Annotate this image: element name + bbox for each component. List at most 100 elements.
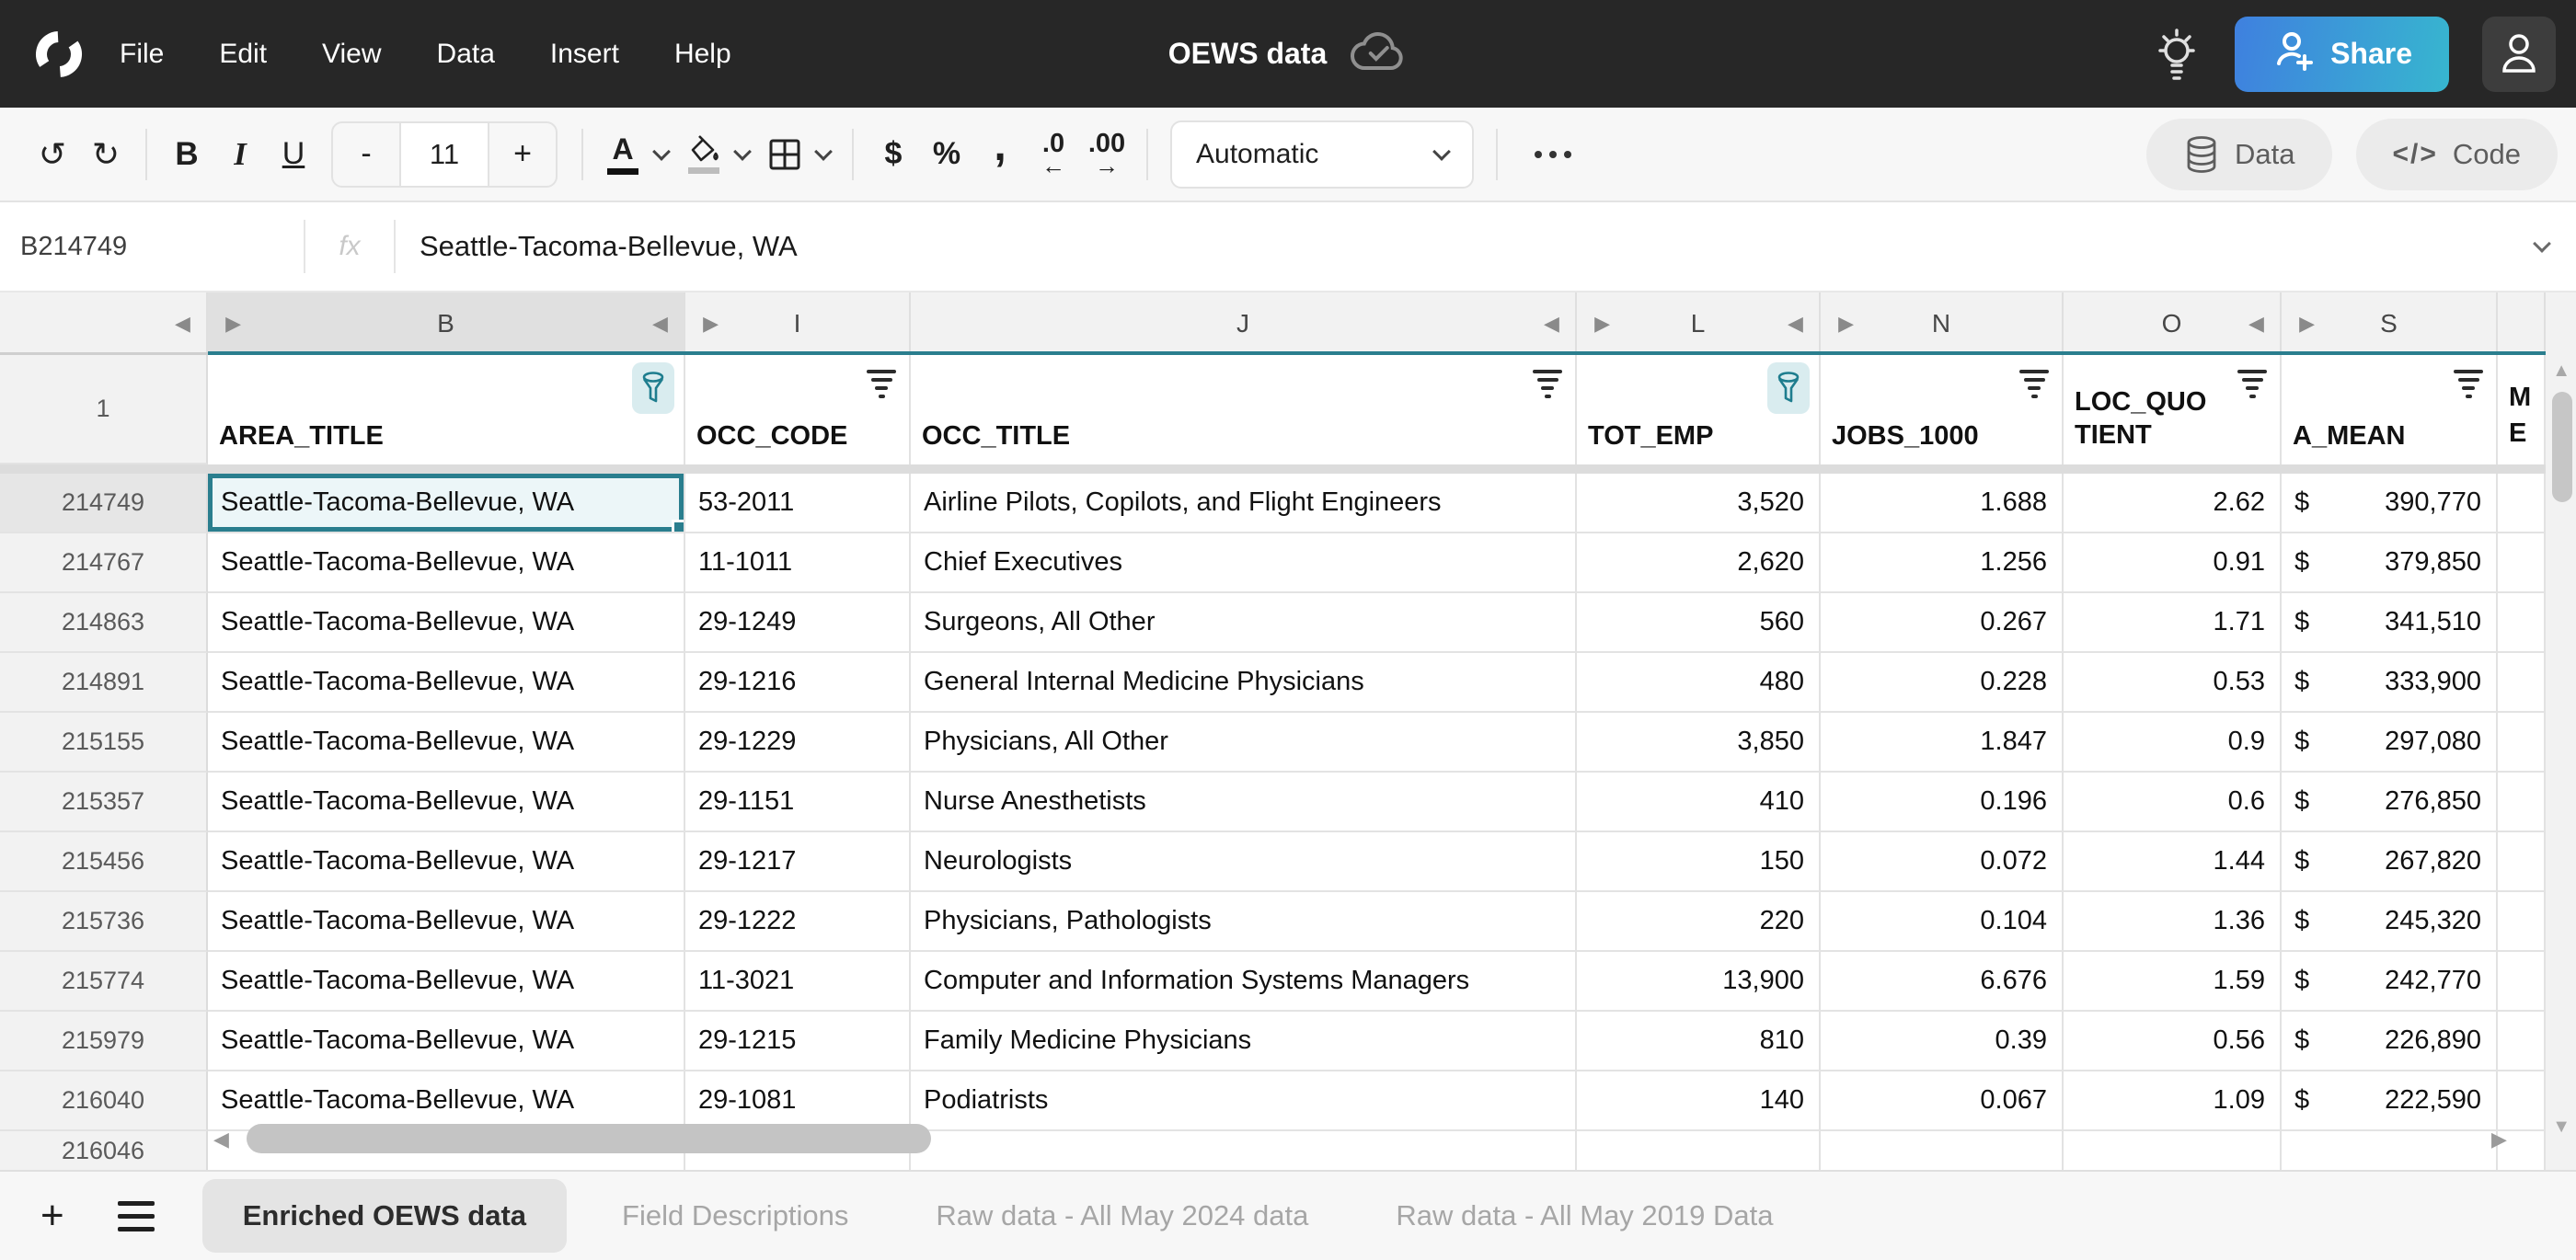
cell-loc-quotient[interactable]: 1.71 <box>2064 593 2282 653</box>
text-color-chevron-icon[interactable] <box>652 142 671 161</box>
cell-occ-title[interactable]: Computer and Information Systems Manager… <box>911 952 1577 1012</box>
horizontal-scroll-right-icon[interactable]: ▶ <box>2491 1128 2507 1151</box>
avatar-button[interactable] <box>2482 16 2556 92</box>
column-header-S[interactable]: S <box>2282 292 2498 355</box>
cell-empty[interactable] <box>2498 1131 2546 1170</box>
cell-partial-column[interactable] <box>2498 1071 2546 1131</box>
cell-tot-emp[interactable]: 140 <box>1577 1071 1821 1131</box>
hidden-columns-marker[interactable]: ◀ ▶ <box>652 292 719 355</box>
cell-empty[interactable] <box>2064 1131 2282 1170</box>
header-cell-N[interactable]: JOBS_1000 <box>1821 355 2064 464</box>
filter-menu-icon[interactable] <box>2452 370 2485 398</box>
cell-area-title[interactable]: Seattle-Tacoma-Bellevue, WA <box>208 474 685 533</box>
cell-partial-column[interactable] <box>2498 713 2546 773</box>
unhide-left-icon[interactable]: ◀ <box>2248 312 2264 335</box>
cell-a-mean[interactable]: $267,820 <box>2282 832 2498 892</box>
cell-area-title[interactable]: Seattle-Tacoma-Bellevue, WA <box>208 713 685 773</box>
cell-partial-column[interactable] <box>2498 533 2546 593</box>
cell-loc-quotient[interactable]: 1.36 <box>2064 892 2282 952</box>
unhide-left-icon[interactable]: ◀ <box>652 312 668 335</box>
cell-partial-column[interactable] <box>2498 653 2546 713</box>
increase-decimals-button[interactable]: .00 → <box>1087 128 1126 179</box>
cell-occ-title[interactable]: Airline Pilots, Copilots, and Flight Eng… <box>911 474 1577 533</box>
vertical-scroll-up-icon[interactable]: ▲ <box>2552 361 2570 381</box>
redo-icon[interactable]: ↻ <box>91 134 121 173</box>
cell-tot-emp[interactable]: 480 <box>1577 653 1821 713</box>
header-cell-partial[interactable]: ME E <box>2498 355 2546 464</box>
cell-jobs-1000[interactable]: 0.39 <box>1821 1012 2064 1071</box>
active-filter-funnel-icon[interactable] <box>1767 362 1810 414</box>
cell-a-mean[interactable]: $245,320 <box>2282 892 2498 952</box>
cell-tot-emp[interactable]: 3,850 <box>1577 713 1821 773</box>
filter-menu-icon[interactable] <box>2236 370 2269 398</box>
bold-button[interactable]: B <box>175 135 199 172</box>
cell-tot-emp[interactable]: 2,620 <box>1577 533 1821 593</box>
cell-a-mean[interactable]: $242,770 <box>2282 952 2498 1012</box>
cell-loc-quotient[interactable]: 0.6 <box>2064 773 2282 832</box>
cell-empty[interactable] <box>2282 1131 2498 1170</box>
cell-tot-emp[interactable]: 810 <box>1577 1012 1821 1071</box>
formula-bar-expand-chevron-icon[interactable] <box>2533 235 2551 253</box>
cell-partial-column[interactable] <box>2498 832 2546 892</box>
cell-area-title[interactable]: Seattle-Tacoma-Bellevue, WA <box>208 1071 685 1131</box>
horizontal-scroll-left-icon[interactable]: ◀ <box>213 1128 229 1151</box>
hidden-columns-marker[interactable]: ◀ ▶ <box>1544 292 1610 355</box>
cell-loc-quotient[interactable]: 2.62 <box>2064 474 2282 533</box>
cell-area-title[interactable]: Seattle-Tacoma-Bellevue, WA <box>208 952 685 1012</box>
cell-loc-quotient[interactable]: 0.91 <box>2064 533 2282 593</box>
cell-occ-title[interactable]: Physicians, All Other <box>911 713 1577 773</box>
menu-item-view[interactable]: View <box>322 38 382 69</box>
cell-occ-title[interactable]: Podiatrists <box>911 1071 1577 1131</box>
header-cell-S[interactable]: A_MEAN <box>2282 355 2498 464</box>
menu-item-data[interactable]: Data <box>436 38 495 69</box>
cell-area-title[interactable]: Seattle-Tacoma-Bellevue, WA <box>208 832 685 892</box>
cell-a-mean[interactable]: $222,590 <box>2282 1071 2498 1131</box>
header-cell-B[interactable]: AREA_TITLE <box>208 355 685 464</box>
filter-menu-icon[interactable] <box>865 370 898 398</box>
cell-jobs-1000[interactable]: 0.228 <box>1821 653 2064 713</box>
cell-tot-emp[interactable]: 220 <box>1577 892 1821 952</box>
active-filter-funnel-icon[interactable] <box>632 362 674 414</box>
cell-area-title[interactable]: Seattle-Tacoma-Bellevue, WA <box>208 773 685 832</box>
share-button[interactable]: Share <box>2235 16 2449 92</box>
row-number[interactable]: 215736 <box>0 892 208 952</box>
cell-jobs-1000[interactable]: 0.067 <box>1821 1071 2064 1131</box>
formula-input[interactable]: Seattle-Tacoma-Bellevue, WA <box>420 230 798 262</box>
more-options-button[interactable] <box>1535 150 1571 158</box>
cell-a-mean[interactable]: $341,510 <box>2282 593 2498 653</box>
cell-tot-emp[interactable]: 150 <box>1577 832 1821 892</box>
filter-menu-icon[interactable] <box>1531 370 1564 398</box>
cell-a-mean[interactable]: $226,890 <box>2282 1012 2498 1071</box>
cell-occ-code[interactable]: 29-1217 <box>685 832 911 892</box>
cell-jobs-1000[interactable]: 1.688 <box>1821 474 2064 533</box>
cell-occ-title[interactable]: Family Medicine Physicians <box>911 1012 1577 1071</box>
unhide-right-icon[interactable]: ▶ <box>1594 312 1610 335</box>
cell-empty[interactable] <box>1577 1131 1821 1170</box>
cell-occ-code[interactable]: 29-1249 <box>685 593 911 653</box>
cell-empty[interactable] <box>911 1131 1577 1170</box>
hidden-columns-marker[interactable]: ◀ ▶ <box>2248 292 2315 355</box>
cell-area-title[interactable]: Seattle-Tacoma-Bellevue, WA <box>208 653 685 713</box>
increase-font-size-button[interactable]: + <box>513 136 532 171</box>
currency-format-button[interactable]: $ <box>884 136 903 171</box>
cell-a-mean[interactable]: $297,080 <box>2282 713 2498 773</box>
selection-fill-handle[interactable] <box>672 520 684 532</box>
cell-reference-box[interactable]: B214749 <box>20 231 128 261</box>
sheet-tab-1[interactable]: Enriched OEWS data <box>201 1179 568 1253</box>
cell-jobs-1000[interactable]: 0.104 <box>1821 892 2064 952</box>
cell-occ-title[interactable]: Surgeons, All Other <box>911 593 1577 653</box>
fill-color-button[interactable] <box>677 122 730 187</box>
cell-empty[interactable] <box>1821 1131 2064 1170</box>
cell-loc-quotient[interactable]: 0.9 <box>2064 713 2282 773</box>
row-number[interactable]: 216040 <box>0 1071 208 1131</box>
decrease-decimals-button[interactable]: .0 ← <box>1041 128 1065 179</box>
row-number[interactable]: 215155 <box>0 713 208 773</box>
filter-menu-icon[interactable] <box>2018 370 2051 398</box>
cell-loc-quotient[interactable]: 1.44 <box>2064 832 2282 892</box>
cell-jobs-1000[interactable]: 0.072 <box>1821 832 2064 892</box>
unhide-right-icon[interactable]: ▶ <box>225 312 241 335</box>
cell-occ-title[interactable]: Nurse Anesthetists <box>911 773 1577 832</box>
cell-occ-code[interactable]: 29-1216 <box>685 653 911 713</box>
cell-occ-code[interactable]: 11-3021 <box>685 952 911 1012</box>
lightbulb-icon[interactable] <box>2152 24 2202 85</box>
